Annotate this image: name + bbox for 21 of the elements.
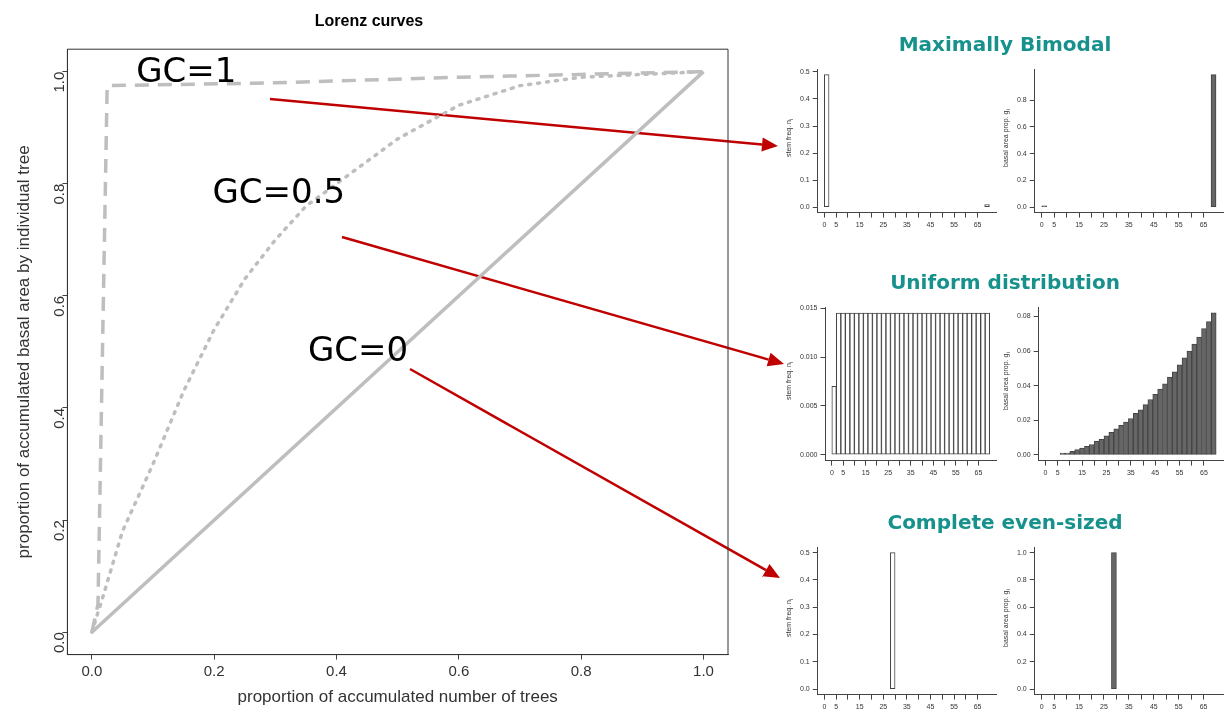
y-tick-label: 0.4 [49,407,67,429]
chart-title: Maximally Bimodal [897,32,1113,56]
chart-title: Lorenz curves [314,12,424,30]
x-tick-label: 0.4 [326,661,347,679]
y-tick-label: 0.8 [49,183,67,205]
y-tick-label: 0.2 [49,520,67,541]
annotation: GC=0 [307,328,409,369]
y-tick-label: 0.0 [49,632,67,654]
y-axis-title: proportion of accumulated basal area by individual tree [13,145,33,559]
x-tick-label: 0.2 [203,661,225,679]
y-tick-label: 0.6 [49,295,67,317]
x-axis-title: proportion of accumulated number of trees [237,687,558,707]
annotation: GC=1 [136,50,237,91]
y-tick-label: 1.0 [49,71,67,93]
annotation: GC=0.5 [212,171,346,212]
x-tick-label: 0.0 [81,661,103,679]
x-tick-label: 1.0 [693,661,714,679]
chart-title: Complete even-sized [886,510,1124,534]
chart-title: Uniform distribution [889,270,1121,294]
x-tick-label: 0.8 [570,661,592,679]
x-tick-label: 0.6 [448,661,470,679]
